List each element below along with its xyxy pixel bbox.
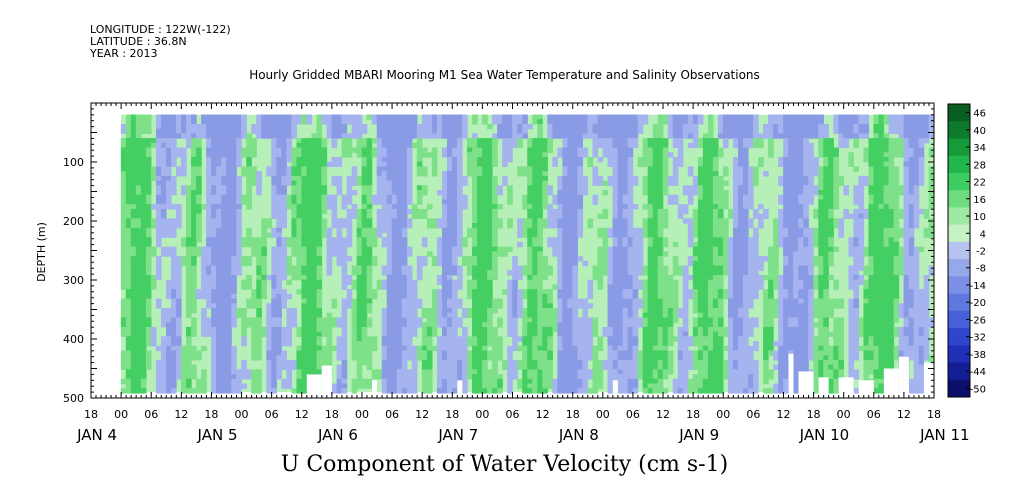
x-hour-tick-label: 18 <box>445 408 459 421</box>
colorbar-swatch <box>948 310 970 329</box>
colorbar-label: -50 <box>970 384 986 395</box>
y-axis-label: DEPTH (m) <box>35 222 48 282</box>
colorbar-label: 4 <box>980 229 986 240</box>
colorbar-swatch <box>948 345 970 364</box>
colorbar-label: -44 <box>970 367 986 378</box>
x-hour-tick-label: 18 <box>84 408 98 421</box>
x-hour-tick-label: 12 <box>415 408 429 421</box>
x-hour-tick-label: 12 <box>897 408 911 421</box>
colorbar-label: 46 <box>973 109 986 120</box>
colorbar-label: 40 <box>973 126 986 137</box>
y-tick-label: 500 <box>63 392 84 405</box>
colorbar: 46 40 34 28 22 16 10 4 -2 -8 -14 -20 -26 -32 -38 -44 -50 <box>947 103 986 398</box>
x-hour-tick-label: 06 <box>265 408 279 421</box>
colorbar-swatch <box>948 207 970 226</box>
colorbar-label: -14 <box>970 281 986 292</box>
colorbar-label: -20 <box>970 298 986 309</box>
y-tick-label: 400 <box>63 333 84 346</box>
variable-title: U Component of Water Velocity (cm s-1) <box>280 452 729 477</box>
year-label: YEAR : 2013 <box>90 47 158 60</box>
x-hour-tick-label: 18 <box>325 408 339 421</box>
x-hour-tick-label: 06 <box>746 408 760 421</box>
x-hour-tick-label: 18 <box>686 408 700 421</box>
latitude-label: LATITUDE : 36.8N <box>90 35 187 48</box>
colorbar-swatch <box>948 224 970 243</box>
x-hour-tick-label: 12 <box>776 408 790 421</box>
x-hour-tick-label: 12 <box>174 408 188 421</box>
x-hour-tick-label: 00 <box>596 408 610 421</box>
x-date-tick-label: JAN 9 <box>678 426 719 444</box>
colorbar-label: -2 <box>976 247 986 258</box>
colorbar-label: -26 <box>970 315 986 326</box>
x-hour-tick-label: 00 <box>235 408 249 421</box>
colorbar-swatch <box>948 328 970 346</box>
colorbar-label: -38 <box>970 350 986 361</box>
heatmap-field <box>120 114 934 395</box>
x-hour-tick-label: 06 <box>144 408 158 421</box>
longitude-label: LONGITUDE : 122W(-122) <box>90 23 231 36</box>
x-hour-tick-label: 12 <box>656 408 670 421</box>
x-hour-tick-label: 00 <box>837 408 851 421</box>
x-date-tick-label: JAN 6 <box>317 426 358 444</box>
x-hour-tick-label: 18 <box>807 408 821 421</box>
colorbar-swatch <box>948 379 970 398</box>
colorbar-swatch <box>948 190 970 208</box>
colorbar-swatch <box>948 241 970 260</box>
metadata-block: LONGITUDE : 122W(-122) LATITUDE : 36.8N … <box>90 24 231 60</box>
colorbar-swatch <box>948 293 970 312</box>
x-hour-tick-label: 12 <box>295 408 309 421</box>
x-hour-tick-label: 06 <box>385 408 399 421</box>
colorbar-label: 16 <box>973 195 986 206</box>
x-hour-tick-label: 18 <box>204 408 218 421</box>
x-hour-tick-label: 00 <box>475 408 489 421</box>
x-hour-tick-label: 00 <box>114 408 128 421</box>
x-hour-tick-label: 06 <box>626 408 640 421</box>
x-hour-tick-label: 06 <box>867 408 881 421</box>
x-date-tick-label: JAN 10 <box>799 426 850 444</box>
x-date-tick-label: JAN 11 <box>919 426 970 444</box>
y-tick-label: 100 <box>63 156 84 169</box>
colorbar-swatch <box>948 172 970 191</box>
x-hour-tick-label: 12 <box>536 408 550 421</box>
x-hour-tick-label: 18 <box>927 408 941 421</box>
x-date-tick-label: JAN 5 <box>197 426 238 444</box>
x-hour-tick-label: 06 <box>506 408 520 421</box>
colorbar-swatch <box>948 276 970 295</box>
colorbar-swatch <box>948 362 970 381</box>
colorbar-label: 28 <box>973 160 986 171</box>
x-date-tick-label: JAN 7 <box>437 426 478 444</box>
x-date-tick-label: JAN 4 <box>76 426 117 444</box>
x-hour-tick-label: 00 <box>355 408 369 421</box>
y-tick-label: 200 <box>63 215 84 228</box>
colorbar-swatch <box>948 104 970 122</box>
y-tick-label: 300 <box>63 274 84 287</box>
colorbar-label: 34 <box>973 143 986 154</box>
colorbar-label: -32 <box>970 333 986 344</box>
x-hour-tick-label: 00 <box>716 408 730 421</box>
x-hour-tick-label: 18 <box>566 408 580 421</box>
colorbar-label: 10 <box>973 212 986 223</box>
chart-title: Hourly Gridded MBARI Mooring M1 Sea Wate… <box>249 68 760 82</box>
x-date-tick-label: JAN 8 <box>558 426 599 444</box>
colorbar-swatch <box>948 259 970 277</box>
colorbar-label: -8 <box>976 264 986 275</box>
colorbar-swatch <box>948 155 970 174</box>
colorbar-swatch <box>948 121 970 139</box>
colorbar-label: 22 <box>973 178 986 189</box>
colorbar-swatch <box>948 138 970 157</box>
